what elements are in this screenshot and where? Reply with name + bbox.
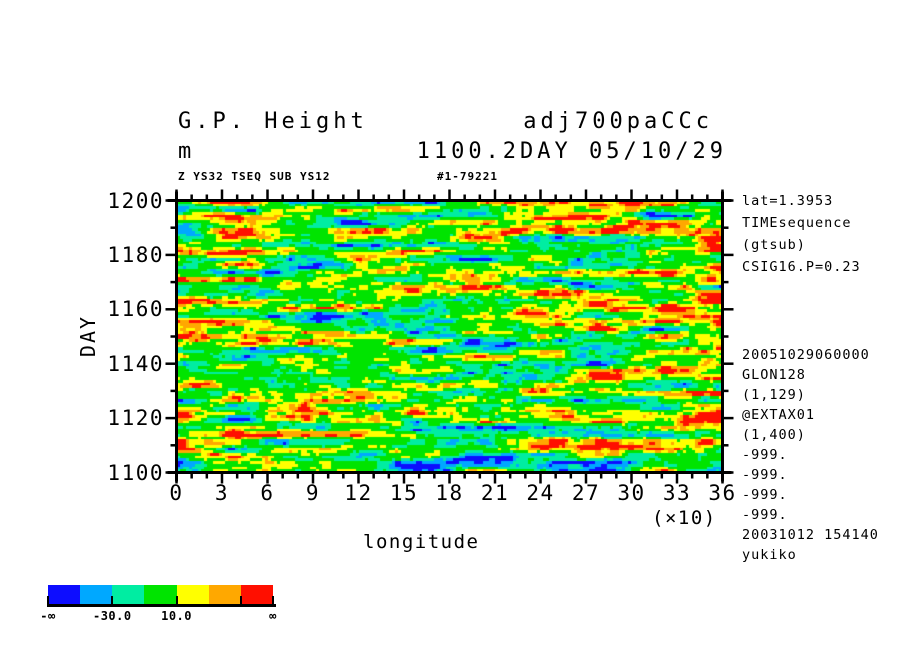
x-tick-label: 15 xyxy=(389,481,419,505)
colorbar-segment xyxy=(48,585,81,605)
side-note-line: TIMEsequence xyxy=(742,215,852,231)
side-note-line: -999. xyxy=(742,447,788,463)
x-tick-label: 18 xyxy=(435,481,464,505)
side-note-line: GLON128 xyxy=(742,367,806,383)
side-note-line: lat=1.3953 xyxy=(742,193,834,209)
side-note-line: yukiko xyxy=(742,547,797,563)
side-note-line: -999. xyxy=(742,507,788,523)
side-note-line: 20031012 154140 xyxy=(742,527,879,543)
x-axis-title: longitude xyxy=(363,531,480,553)
side-note-line: @EXTAX01 xyxy=(742,407,816,423)
x-tick-label: 33 xyxy=(662,481,692,505)
side-note-line: (1,400) xyxy=(742,427,806,443)
plot-title-left: G.P. Height xyxy=(178,109,368,134)
colorbar-tick-label: 10.0 xyxy=(161,609,193,623)
side-notes-top: lat=1.3953 TIMEsequence (gtsub) CSIG16.P=0.… xyxy=(742,190,861,278)
side-note-line: 20051029060000 xyxy=(742,347,870,363)
x-tick-label: 3 xyxy=(214,481,230,505)
x-tick-label: 36 xyxy=(708,481,737,505)
colorbar-segment xyxy=(112,585,145,605)
y-tick-label: 1160 xyxy=(107,297,164,322)
x-tick-label: 0 xyxy=(169,481,184,505)
colorbar-tick xyxy=(47,596,49,606)
side-notes-bottom: 20051029060000 GLON128 (1,129) @EXTAX01 (1,4… xyxy=(742,345,879,565)
y-tick-label: 1180 xyxy=(107,242,164,267)
colorbar-baseline xyxy=(47,604,276,607)
x-tick-label: 6 xyxy=(260,481,275,505)
colorbar-tick xyxy=(111,596,114,606)
meta-left: Z YS32 TSEQ SUB YS12 xyxy=(178,170,331,183)
side-note-line: (gtsub) xyxy=(742,237,806,253)
side-note-line: (1,129) xyxy=(742,387,806,403)
y-tick-label: 1140 xyxy=(107,351,164,376)
plot-title-right: adj700paCCc xyxy=(523,109,713,134)
y-tick-label: 1100 xyxy=(107,460,164,485)
x-tick-label: 30 xyxy=(617,481,646,505)
x-axis-unit-note: (×10) xyxy=(652,507,717,529)
units-label: m xyxy=(178,139,196,164)
x-tick-label: 12 xyxy=(344,481,373,505)
meta-right: #1-79221 xyxy=(437,170,498,183)
side-note-line: CSIG16.P=0.23 xyxy=(742,259,861,275)
colorbar-segment xyxy=(144,585,177,605)
colorbar-tick-label: -30.0 xyxy=(92,609,132,623)
colorbar-segment xyxy=(240,585,273,605)
x-tick-label: 9 xyxy=(305,481,321,505)
heatmap-canvas xyxy=(177,201,722,472)
colorbar-segment xyxy=(208,585,241,605)
colorbar-tick xyxy=(175,596,178,606)
plot-subtitle: 1100.2DAY 05/10/29 xyxy=(416,139,727,164)
side-note-line: -999. xyxy=(742,487,788,503)
colorbar-tick xyxy=(239,596,242,606)
colorbar-segment xyxy=(176,585,209,605)
y-tick-label: 1120 xyxy=(107,406,164,431)
x-tick-label: 27 xyxy=(571,481,601,505)
colorbar-tick-label: -∞ xyxy=(40,609,56,623)
colorbar-tick-label: ∞ xyxy=(269,609,277,623)
y-axis-title: DAY xyxy=(76,314,100,358)
x-tick-label: 24 xyxy=(526,481,555,505)
y-tick-label: 1200 xyxy=(107,188,164,213)
colorbar-segment xyxy=(80,585,113,605)
colorbar-tick xyxy=(272,596,274,606)
colorbar xyxy=(48,585,273,605)
side-note-line: -999. xyxy=(742,467,788,483)
x-tick-label: 21 xyxy=(480,481,510,505)
